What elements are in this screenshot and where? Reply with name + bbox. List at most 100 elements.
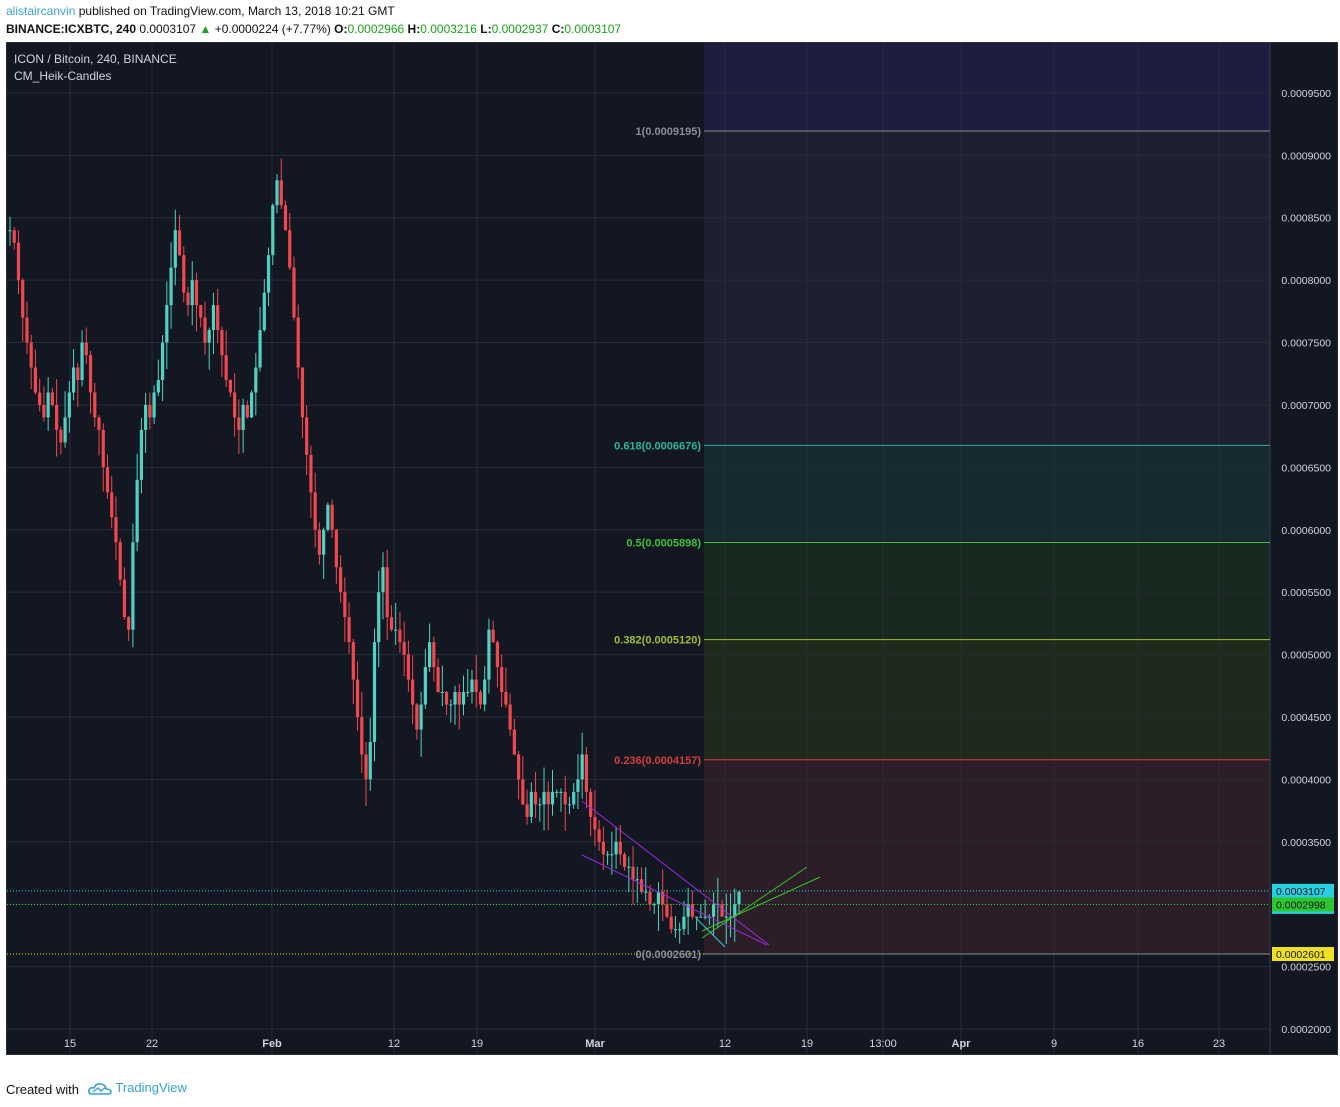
candles [8, 158, 741, 945]
candle-down [491, 629, 495, 643]
published-text: published on TradingView.com, March 13, … [78, 4, 395, 18]
candle-up [461, 692, 466, 705]
price-tag-support: 0.0002601 [1272, 947, 1334, 962]
candle-up [419, 704, 423, 730]
legend-indicator[interactable]: CM_Heik-Candles [14, 69, 112, 83]
candle-up [173, 230, 177, 268]
candle-up [538, 804, 542, 806]
open-label: O: [334, 22, 348, 36]
candle-down [389, 617, 394, 630]
price-tag-box [1272, 947, 1334, 962]
candle-up [131, 542, 135, 630]
time-axis-label: 12 [719, 1038, 731, 1050]
candle-down [360, 717, 364, 755]
candle-down [127, 617, 131, 630]
candle-down [338, 567, 343, 593]
fib-zone-band [704, 445, 1270, 543]
candle-up [567, 804, 572, 806]
candle-up [716, 904, 720, 906]
candle-up [275, 180, 279, 206]
price-tag-box [1272, 883, 1334, 898]
candle-up [139, 429, 143, 480]
candle-down [533, 791, 538, 805]
candle-up [241, 404, 245, 430]
candle-up [466, 692, 470, 694]
price-axis-label: 0.0003500 [1281, 837, 1331, 849]
candle-down [406, 654, 411, 680]
candle-down [593, 816, 597, 830]
candle-up [580, 754, 584, 780]
tradingview-logo[interactable]: TradingView [88, 1080, 187, 1096]
candle-down [203, 317, 207, 343]
price-axis-label: 0.0006000 [1281, 525, 1331, 537]
candle-up [576, 779, 580, 792]
low-label: L: [480, 22, 492, 36]
candle-down [148, 404, 152, 418]
candle-down [720, 904, 724, 917]
candle-up [271, 205, 275, 256]
price-chart-svg[interactable]: 1(0.0009195) 0.618(0.0006676) 0.5(0.000589… [7, 43, 1337, 1054]
candle-up [483, 679, 487, 705]
price-change: +0.0000224 (+7.77%) [214, 22, 331, 36]
candle-up [394, 629, 398, 631]
candle-up [169, 267, 173, 306]
candle-down [237, 417, 241, 430]
time-axis-label: Apr [952, 1038, 972, 1050]
candle-down [495, 642, 500, 668]
candle-up [673, 929, 678, 931]
candle-down [584, 754, 589, 792]
price-tag-current: 0.0003107 [1272, 883, 1334, 898]
price-axis-label: 0.0008500 [1281, 213, 1331, 225]
candle-down [589, 791, 593, 817]
candle-down [29, 342, 33, 368]
time-axis-label: 12 [388, 1038, 400, 1050]
fib-zone-band [704, 759, 1270, 955]
candle-up [67, 392, 71, 418]
uptrend-line-upper [701, 866, 808, 939]
fib-level-label: 1(0.0009195) [636, 126, 702, 138]
candle-up [152, 392, 156, 418]
author-link[interactable]: alistaircanvin [6, 4, 76, 18]
candle-down [216, 305, 220, 331]
candle-up [135, 479, 139, 543]
candle-down [631, 866, 635, 880]
candle-down [101, 429, 105, 468]
candle-down [474, 679, 478, 693]
candle-down [305, 417, 309, 455]
candle-down [93, 392, 97, 418]
candle-down [224, 355, 228, 380]
candle-down [436, 667, 440, 693]
candle-down [177, 230, 182, 256]
candle-down [76, 367, 80, 380]
candle-up [606, 854, 610, 856]
candle-up [652, 904, 656, 906]
fib-zone-top [704, 43, 1270, 131]
trendlines [581, 800, 821, 948]
candle-up [682, 916, 686, 930]
candle-up [699, 916, 703, 918]
symbol-label: BINANCE:ICXBTC, 240 [6, 22, 137, 36]
footer: Created with TradingView [0, 1070, 1340, 1107]
chart-area[interactable]: 1(0.0009195) 0.618(0.0006676) 0.5(0.000589… [6, 42, 1338, 1055]
candle-down [228, 380, 232, 393]
created-with-text: Created with [6, 1082, 79, 1097]
time-axis-label: 23 [1213, 1038, 1225, 1050]
fib-zone-band [704, 639, 1270, 760]
candle-down [42, 404, 46, 418]
candle-up [427, 642, 432, 668]
high-label: H: [407, 22, 421, 36]
candle-up [487, 629, 491, 680]
price-tag-text: 0.0002601 [1276, 949, 1326, 961]
candle-down [669, 916, 673, 930]
candle-down [55, 404, 59, 430]
candle-up [678, 929, 682, 931]
price-axis-label: 0.0009500 [1281, 88, 1331, 100]
channel-lower-line [581, 854, 768, 946]
symbol-line: BINANCE:ICXBTC, 240 0.0003107 ▲ +0.00002… [6, 22, 621, 36]
cloud-icon [88, 1082, 112, 1095]
candle-down [97, 417, 101, 430]
price-axis-label: 0.0006500 [1281, 462, 1331, 474]
time-axis-label: Mar [585, 1038, 605, 1050]
candle-down [330, 504, 334, 530]
tradingview-brand: TradingView [115, 1080, 187, 1095]
